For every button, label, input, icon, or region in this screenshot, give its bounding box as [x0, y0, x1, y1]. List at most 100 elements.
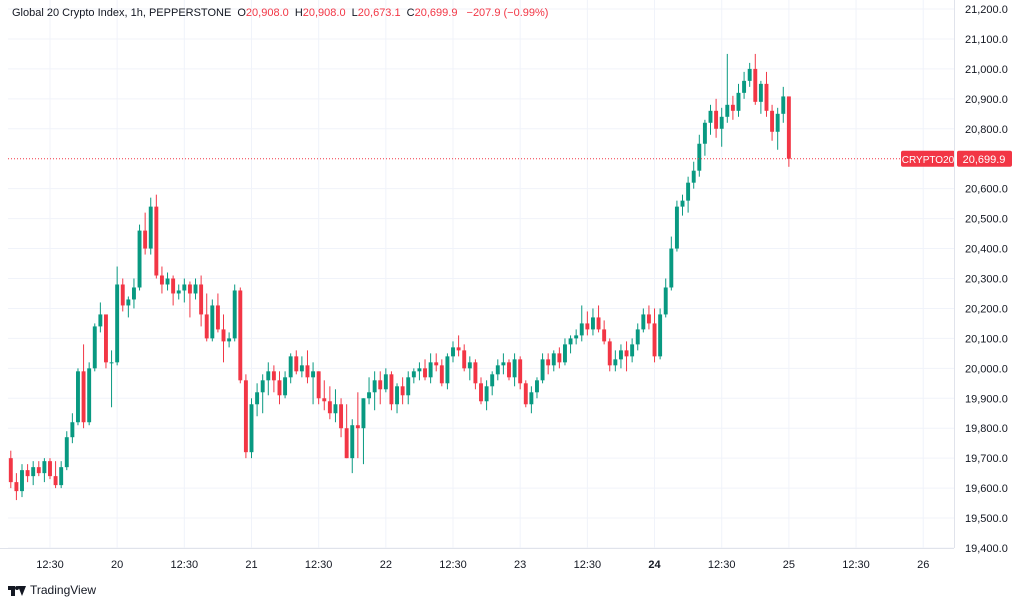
- y-tick-label: 20,000.0: [965, 363, 1008, 375]
- candle-body: [25, 470, 30, 477]
- candle-body: [523, 383, 528, 405]
- candle-body: [143, 230, 148, 249]
- candle-body: [663, 287, 668, 315]
- candle-body: [590, 317, 595, 330]
- candle-body: [691, 170, 696, 183]
- y-tick-label: 20,500.0: [965, 214, 1008, 226]
- candle-body: [395, 386, 399, 405]
- candle-body: [249, 404, 254, 453]
- candle-body: [456, 347, 461, 351]
- candle-body: [322, 398, 327, 402]
- tradingview-footer[interactable]: TradingView: [8, 583, 96, 597]
- candle-body: [607, 341, 612, 366]
- y-tick-label: 19,600.0: [965, 483, 1008, 495]
- candle-body: [199, 284, 204, 315]
- candle-body: [215, 305, 220, 330]
- y-tick-label: 19,700.0: [965, 453, 1008, 465]
- symbol-tag-label: CRYPTO20: [902, 155, 955, 166]
- candle-body: [383, 374, 388, 390]
- candle-body: [210, 305, 215, 339]
- candle-body: [708, 110, 713, 123]
- x-tick-label: 25: [783, 559, 795, 571]
- candle-body: [680, 200, 685, 207]
- candle-body: [697, 143, 702, 171]
- candle-body: [277, 380, 282, 396]
- candle-body: [439, 365, 444, 384]
- open-value: 20,908.0: [245, 7, 289, 19]
- candle-body: [775, 113, 780, 132]
- candle-body: [770, 110, 775, 132]
- candle-body: [624, 350, 629, 357]
- candle-body: [283, 377, 288, 396]
- y-tick-label: 21,200.0: [965, 4, 1008, 16]
- candle-body: [305, 365, 310, 378]
- candle-body: [451, 347, 455, 357]
- candle-body: [81, 371, 86, 423]
- candle-body: [299, 365, 304, 372]
- candle-body: [736, 92, 741, 111]
- candle-body: [98, 314, 103, 327]
- y-tick-label: 21,100.0: [965, 34, 1008, 46]
- candle-body: [389, 374, 394, 405]
- candle-body: [316, 371, 321, 399]
- candle-body: [355, 425, 360, 429]
- candle-body: [333, 404, 338, 414]
- y-tick-label: 20,400.0: [965, 244, 1008, 256]
- candle-body: [719, 116, 724, 129]
- candle-body: [490, 374, 495, 387]
- candle-body: [428, 362, 433, 378]
- candle-body: [266, 371, 271, 381]
- legend-header: Global 20 Crypto Index, 1h, PEPPERSTONE …: [12, 7, 548, 19]
- candle-body: [36, 467, 41, 474]
- candle-body: [20, 470, 24, 492]
- tradingview-logo-icon: [8, 583, 26, 597]
- candle-body: [48, 461, 52, 477]
- candle-body: [42, 461, 47, 474]
- candle-body: [350, 425, 355, 459]
- candle-body: [467, 362, 472, 369]
- candle-body: [367, 392, 372, 399]
- candle-body: [669, 248, 674, 288]
- candle-body: [120, 284, 125, 306]
- x-tick-label: 21: [245, 559, 257, 571]
- candle-body: [115, 284, 120, 363]
- y-tick-label: 19,800.0: [965, 423, 1008, 435]
- candle-body: [327, 401, 332, 414]
- candle-body: [294, 356, 299, 372]
- candle-body: [445, 356, 450, 384]
- candle-body: [618, 350, 623, 360]
- candle-body: [747, 68, 752, 81]
- candle-body: [171, 278, 176, 294]
- candle-body: [344, 428, 349, 459]
- candle-body: [574, 335, 579, 339]
- candle-body: [585, 323, 590, 330]
- candle-body: [182, 284, 187, 291]
- price-line-layer: CRYPTO20 20,699.9: [8, 150, 1012, 167]
- candle-body: [255, 392, 260, 405]
- candle-body: [658, 314, 663, 357]
- candle-body: [260, 380, 265, 393]
- y-tick-label: 19,900.0: [965, 393, 1008, 405]
- y-tick-label: 20,600.0: [965, 184, 1008, 196]
- candle-body: [702, 122, 707, 144]
- x-tick-label: 12:30: [305, 559, 333, 571]
- candle-body: [92, 326, 97, 369]
- y-tick-label: 20,200.0: [965, 303, 1008, 315]
- candle-body: [686, 182, 691, 201]
- y-tick-label: 20,800.0: [965, 124, 1008, 136]
- x-tick-label: 20: [111, 559, 123, 571]
- candle-body: [176, 290, 181, 294]
- candle-body: [540, 359, 545, 381]
- candle-body: [411, 371, 416, 378]
- y-tick-label: 20,100.0: [965, 333, 1008, 345]
- x-tick-label: 26: [917, 559, 929, 571]
- candle-body: [730, 104, 735, 111]
- grid-lines: [8, 0, 954, 549]
- candle-body: [641, 314, 646, 330]
- candle-body: [462, 350, 467, 369]
- candle-body: [361, 398, 366, 429]
- candle-body: [725, 104, 730, 117]
- candle-body: [59, 467, 64, 486]
- candle-body: [434, 362, 439, 366]
